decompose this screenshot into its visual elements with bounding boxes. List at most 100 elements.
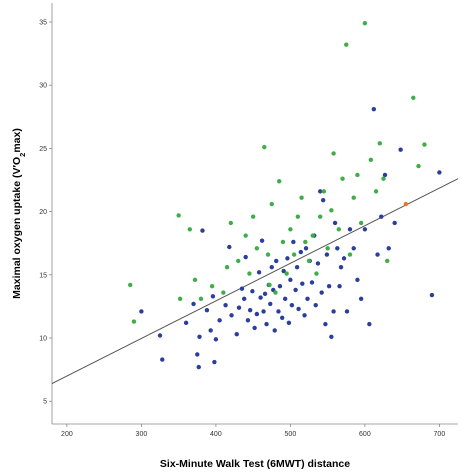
data-point-blue <box>223 302 228 308</box>
data-point-green <box>250 214 256 219</box>
data-point-green <box>325 246 330 251</box>
data-point-blue <box>320 198 326 203</box>
data-point-green <box>340 176 345 181</box>
y-axis-title-part-1: Maximal oxygen uptake (V <box>11 168 23 299</box>
data-point-blue <box>241 296 247 302</box>
data-point-blue <box>382 172 388 178</box>
data-point-blue <box>285 256 290 261</box>
data-point-blue <box>204 308 210 313</box>
data-point-blue <box>313 302 318 308</box>
data-point-blue <box>274 258 279 264</box>
data-point-blue <box>234 332 239 337</box>
data-point-blue <box>254 311 260 317</box>
data-point-blue <box>341 256 347 261</box>
data-point-blue <box>259 238 265 243</box>
data-point-blue <box>236 305 242 310</box>
data-point-green <box>314 271 319 276</box>
data-point-blue <box>326 283 332 289</box>
data-point-green <box>355 172 360 178</box>
data-point-green <box>236 258 241 264</box>
data-point-green <box>385 258 390 264</box>
data-point-green <box>416 163 421 169</box>
data-point-blue <box>302 313 307 318</box>
y-axis-title-part-2: max) <box>11 128 23 153</box>
data-point-blue <box>200 228 205 233</box>
data-point-green <box>262 144 267 150</box>
data-point-green <box>187 227 193 232</box>
data-point-green <box>377 141 382 146</box>
data-point-blue <box>282 296 288 302</box>
data-point-blue <box>358 296 364 302</box>
data-point-blue <box>344 309 350 314</box>
data-point-blue <box>331 309 336 314</box>
y-tick-label: 5 <box>43 399 47 406</box>
y-tick-label: 35 <box>39 19 47 26</box>
y-axis-title: Maximal oxygen uptake (V′O2max) <box>11 128 27 299</box>
data-point-blue <box>362 227 368 232</box>
data-point-blue <box>303 246 309 251</box>
data-point-blue <box>281 268 286 274</box>
data-point-green <box>331 151 336 156</box>
data-point-green <box>306 258 312 264</box>
data-point-green <box>358 220 364 226</box>
data-points <box>128 21 442 370</box>
data-point-blue <box>317 189 323 194</box>
data-point-blue <box>196 364 201 370</box>
data-point-green <box>228 220 233 226</box>
data-point-blue <box>217 318 222 323</box>
data-point-blue <box>398 147 403 152</box>
data-point-blue <box>250 289 255 294</box>
data-point-blue <box>276 309 281 314</box>
data-point-blue <box>247 308 253 313</box>
x-tick-label: 500 <box>285 431 297 438</box>
data-point-blue <box>329 334 334 339</box>
data-point-green <box>321 189 327 194</box>
data-point-blue <box>268 301 273 307</box>
data-point-blue <box>337 283 342 289</box>
data-point-blue <box>371 106 377 112</box>
data-point-green <box>277 179 282 184</box>
data-point-green <box>247 271 252 276</box>
data-point-green <box>295 214 301 219</box>
data-point-blue <box>256 270 262 275</box>
x-tick-label: 200 <box>61 431 73 438</box>
data-point-green <box>329 208 334 213</box>
data-point-green <box>221 290 226 295</box>
data-point-blue <box>277 283 283 289</box>
data-point-blue <box>160 357 165 362</box>
data-point-blue <box>351 246 356 251</box>
data-point-green <box>336 227 342 232</box>
data-point-blue <box>288 277 293 283</box>
data-point-blue <box>195 352 200 357</box>
data-point-blue <box>375 252 380 257</box>
data-point-blue <box>355 277 360 283</box>
regression-line <box>51 178 459 384</box>
data-point-blue <box>229 313 234 318</box>
data-point-blue <box>305 296 310 302</box>
data-point-green <box>351 195 356 200</box>
data-point-blue <box>243 254 248 260</box>
x-tick-label: 300 <box>136 431 148 438</box>
data-point-blue <box>191 301 196 307</box>
data-point-blue <box>264 321 269 327</box>
data-point-orange <box>403 201 409 207</box>
data-point-blue <box>262 291 268 296</box>
data-point-green <box>317 214 323 219</box>
y-ticks: 5 10 15 20 25 30 35 <box>39 19 52 406</box>
data-point-blue <box>212 359 217 365</box>
data-point-green <box>288 227 293 232</box>
data-point-blue <box>252 325 257 331</box>
y-tick-label: 25 <box>39 146 47 153</box>
data-point-blue <box>272 328 277 333</box>
data-point-blue <box>298 249 304 255</box>
data-point-green <box>254 246 260 251</box>
data-point-blue <box>347 227 353 232</box>
data-point-green <box>299 195 304 200</box>
y-tick-label: 20 <box>39 209 47 216</box>
data-point-blue <box>291 239 296 245</box>
data-point-green <box>422 142 427 147</box>
data-point-blue <box>286 320 292 326</box>
x-tick-label: 600 <box>359 431 371 438</box>
data-point-blue <box>379 214 384 219</box>
